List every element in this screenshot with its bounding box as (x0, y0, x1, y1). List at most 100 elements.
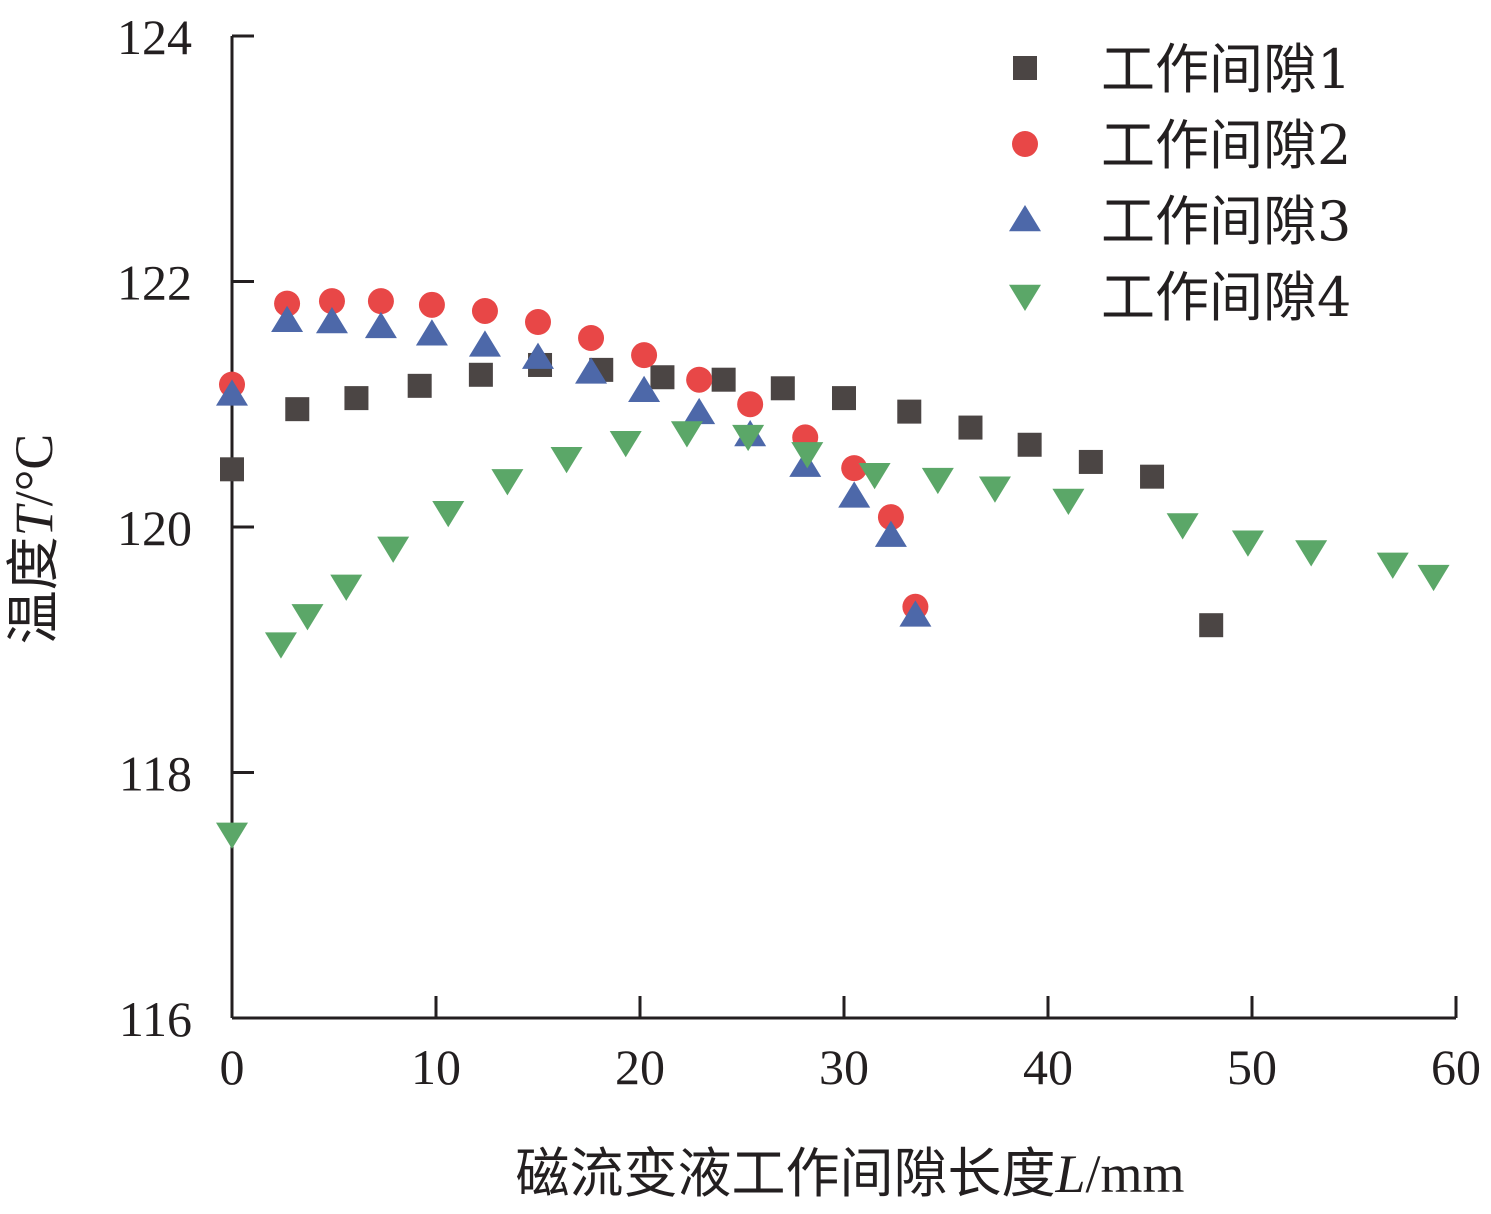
data-point (264, 632, 297, 659)
data-point (271, 305, 304, 333)
series-1 (220, 352, 1224, 638)
data-point (1199, 613, 1224, 638)
data-point (220, 457, 244, 482)
legend-marker (1013, 56, 1037, 80)
legend-label: 工作间隙2 (1101, 114, 1351, 177)
axes (230, 36, 1456, 1020)
data-point (468, 330, 501, 357)
y-axis-title-unit: /°C (4, 434, 64, 507)
y-tick-label: 116 (119, 991, 192, 1047)
data-point (318, 288, 345, 315)
data-point (877, 504, 904, 531)
legend-marker (1009, 284, 1041, 311)
legend-marker (1012, 131, 1038, 157)
y-axis-title: 温度T/°C (2, 434, 65, 645)
data-point (550, 447, 583, 474)
data-point (711, 367, 736, 392)
legend-label: 工作间隙4 (1101, 266, 1351, 329)
data-point (274, 290, 301, 317)
x-axis-title: 磁流变液工作间隙长度L/mm (515, 1142, 1184, 1205)
data-point (578, 324, 605, 351)
data-point (525, 309, 551, 336)
y-tick-label: 124 (117, 9, 192, 65)
data-point (958, 415, 983, 440)
data-point (418, 291, 445, 318)
legend-item-2: 工作间隙2 (1012, 114, 1351, 177)
data-point (838, 481, 871, 508)
data-point (315, 307, 348, 334)
data-point (491, 469, 524, 496)
data-point (468, 362, 493, 387)
data-point (732, 424, 765, 452)
data-point (377, 536, 410, 563)
data-point (1417, 564, 1450, 592)
x-tick-label: 40 (1023, 1039, 1073, 1095)
legend-item-3: 工作间隙3 (1009, 190, 1351, 253)
data-points (216, 288, 1450, 849)
data-point (899, 600, 932, 627)
data-point (791, 442, 824, 469)
data-point (858, 462, 891, 490)
data-point (1140, 464, 1165, 489)
legend-item-4: 工作间隙4 (1009, 266, 1351, 329)
data-point (364, 311, 397, 339)
data-point (1166, 513, 1199, 540)
series-3 (216, 305, 932, 627)
series-2 (219, 288, 929, 620)
y-axis-title-text: 温度 (2, 536, 65, 644)
data-point (1376, 552, 1409, 579)
data-point (609, 431, 642, 458)
legend-marker (1009, 205, 1041, 232)
x-axis-title-variable: L (1054, 1144, 1085, 1204)
legend-label: 工作间隙3 (1101, 190, 1351, 253)
y-axis-title-variable: T (4, 502, 64, 536)
legend-label: 工作间隙1 (1101, 38, 1351, 101)
data-point (650, 365, 675, 390)
x-tick-label: 50 (1227, 1039, 1277, 1095)
data-point (330, 574, 363, 601)
data-point (1017, 432, 1042, 457)
x-axis-title-unit: /mm (1086, 1144, 1185, 1204)
data-point (770, 376, 795, 401)
data-point (285, 397, 310, 422)
data-point (216, 822, 248, 849)
x-tick-label: 20 (615, 1039, 665, 1095)
legend-item-1: 工作间隙1 (1013, 38, 1351, 101)
data-point (1052, 488, 1085, 515)
x-axis-title-text: 磁流变液工作间隙长度 (515, 1142, 1055, 1205)
data-point (832, 386, 856, 411)
legend: 工作间隙1 工作间隙2 工作间隙3 工作间隙4 (1009, 38, 1351, 329)
data-point (897, 399, 922, 424)
x-tick-label: 10 (411, 1039, 461, 1095)
data-point (575, 357, 608, 384)
y-tick-label: 120 (117, 500, 192, 556)
data-point (1295, 540, 1328, 567)
data-point (407, 373, 432, 398)
y-tick-label: 122 (117, 255, 192, 311)
data-point (1078, 449, 1103, 474)
data-point (367, 288, 394, 315)
data-point (921, 467, 954, 495)
y-tick-label: 118 (119, 746, 192, 802)
data-point (841, 455, 868, 482)
x-tick-label: 0 (220, 1039, 245, 1095)
data-point (522, 342, 554, 369)
ticks: 116 118 120 122 124 0 10 20 30 40 50 60 (117, 9, 1481, 1095)
data-point (471, 297, 498, 324)
data-point (631, 342, 658, 369)
data-point (686, 366, 713, 393)
data-point (415, 319, 448, 346)
data-point (737, 391, 764, 418)
data-point (1231, 530, 1264, 557)
data-point (683, 397, 716, 425)
data-point (216, 379, 248, 406)
data-point (291, 604, 324, 631)
data-point (978, 476, 1011, 503)
data-point (344, 386, 369, 411)
data-point (628, 375, 661, 402)
series-4 (216, 421, 1450, 849)
x-tick-label: 30 (819, 1039, 869, 1095)
data-point (670, 421, 703, 448)
data-point (432, 501, 465, 528)
